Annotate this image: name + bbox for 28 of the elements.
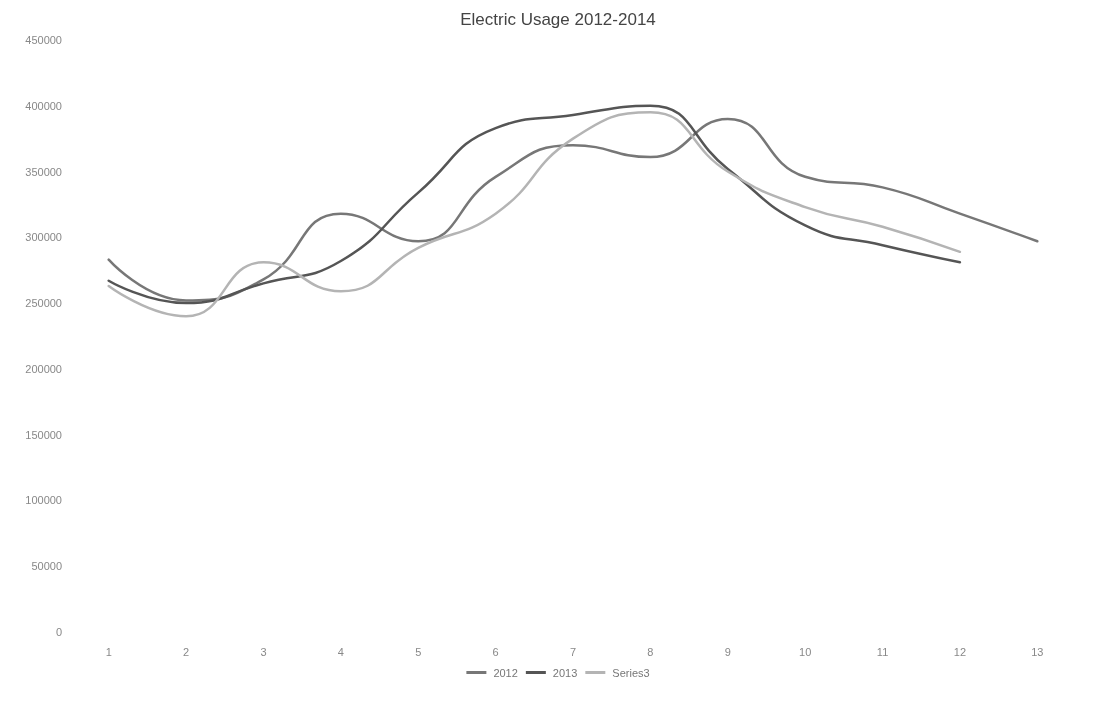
y-tick-label: 250000 (25, 297, 62, 310)
x-tick-label: 12 (953, 645, 967, 658)
legend-label: Series3 (612, 666, 650, 679)
y-tick-label: 400000 (25, 99, 62, 112)
x-tick-label: 7 (569, 645, 577, 658)
line-series (107, 117, 1039, 302)
legend-label: 2013 (552, 666, 578, 679)
x-tick-label: 9 (724, 645, 731, 658)
x-tick-label: 3 (260, 645, 267, 658)
legend-label: 2012 (493, 666, 518, 679)
x-tick-label: 1 (105, 645, 112, 658)
x-tick-label: 10 (799, 645, 812, 658)
x-tick-label: 11 (876, 645, 889, 658)
x-tick-label: 8 (647, 645, 654, 658)
y-tick-label: 300000 (25, 231, 62, 244)
y-tick-label: 50000 (31, 560, 62, 573)
x-tick-label: 6 (492, 645, 499, 658)
x-tick-label: 5 (415, 645, 422, 658)
y-tick-label: 100000 (25, 494, 62, 507)
y-tick-label: 150000 (25, 428, 62, 441)
x-tick-label: 13 (1031, 645, 1044, 658)
y-tick-label: 0 (55, 626, 62, 638)
y-tick-label: 350000 (25, 165, 62, 178)
x-tick-label: 4 (337, 645, 344, 658)
y-tick-label: 450000 (25, 34, 62, 46)
chart-title: Electric Usage 2012-2014 (460, 10, 656, 29)
y-tick-label: 200000 (25, 362, 62, 375)
x-tick-label: 2 (183, 645, 190, 658)
